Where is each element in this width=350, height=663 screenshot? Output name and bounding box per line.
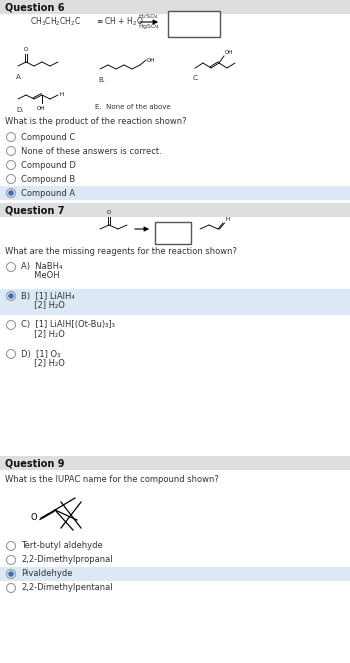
Text: O: O — [107, 210, 111, 215]
Text: C.: C. — [193, 75, 200, 81]
Text: CH$_3$CH$_2$CH$_2$C: CH$_3$CH$_2$CH$_2$C — [30, 16, 81, 29]
Circle shape — [8, 190, 14, 196]
Text: OH: OH — [37, 106, 46, 111]
Text: Tert-butyl aldehyde: Tert-butyl aldehyde — [21, 542, 103, 550]
Text: OH: OH — [147, 58, 155, 62]
Text: A.: A. — [16, 74, 23, 80]
Text: Compound B: Compound B — [21, 174, 75, 184]
Text: D)  [1] O₃: D) [1] O₃ — [21, 349, 60, 359]
Text: [2] H₂O: [2] H₂O — [21, 359, 65, 367]
Text: 2,2-Dimethylpentanal: 2,2-Dimethylpentanal — [21, 583, 113, 593]
Text: What is the product of the reaction shown?: What is the product of the reaction show… — [5, 117, 187, 125]
Text: H: H — [60, 93, 64, 97]
Bar — [0, 0, 350, 14]
Text: C)  [1] LiAlH[(Ot-Bu)₃]₃: C) [1] LiAlH[(Ot-Bu)₃]₃ — [21, 320, 115, 330]
Text: Question 9: Question 9 — [5, 459, 64, 469]
Text: [2] H₂O: [2] H₂O — [21, 300, 65, 310]
Text: A)  NaBH₄: A) NaBH₄ — [21, 263, 63, 272]
Text: D.: D. — [16, 107, 23, 113]
Bar — [0, 186, 350, 200]
Text: 2,2-Dimethylpropanal: 2,2-Dimethylpropanal — [21, 556, 113, 564]
Text: What is the IUPAC name for the compound shown?: What is the IUPAC name for the compound … — [5, 475, 219, 483]
Bar — [168, 11, 220, 37]
Text: $\equiv$CH + H$_2$O: $\equiv$CH + H$_2$O — [95, 16, 144, 29]
Circle shape — [8, 572, 14, 577]
Text: OH: OH — [225, 50, 233, 55]
Text: What are the missing reagents for the reaction shown?: What are the missing reagents for the re… — [5, 247, 237, 257]
Text: O: O — [31, 514, 37, 522]
Text: [2] H₂O: [2] H₂O — [21, 330, 65, 339]
Text: B.: B. — [98, 77, 105, 83]
Bar — [0, 456, 350, 470]
Text: MeOH: MeOH — [21, 272, 60, 280]
Text: O: O — [24, 47, 28, 52]
Text: Question 6: Question 6 — [5, 3, 64, 13]
Bar — [0, 289, 350, 315]
Bar — [0, 567, 350, 581]
Text: H$_2$SO$_4$: H$_2$SO$_4$ — [138, 13, 159, 21]
Text: Question 7: Question 7 — [5, 206, 64, 215]
Text: Compound D: Compound D — [21, 160, 76, 170]
Bar — [155, 222, 191, 244]
Text: H: H — [225, 217, 229, 222]
Text: Compound A: Compound A — [21, 188, 75, 198]
Text: Compound C: Compound C — [21, 133, 75, 141]
Circle shape — [8, 293, 14, 299]
Text: Pivaldehyde: Pivaldehyde — [21, 570, 72, 579]
Bar — [0, 203, 350, 217]
Text: E.  None of the above: E. None of the above — [95, 104, 171, 110]
Text: None of these answers is correct.: None of these answers is correct. — [21, 147, 162, 156]
Text: B)  [1] LiAlH₄: B) [1] LiAlH₄ — [21, 292, 75, 300]
Text: HgSO$_4$: HgSO$_4$ — [138, 22, 160, 31]
